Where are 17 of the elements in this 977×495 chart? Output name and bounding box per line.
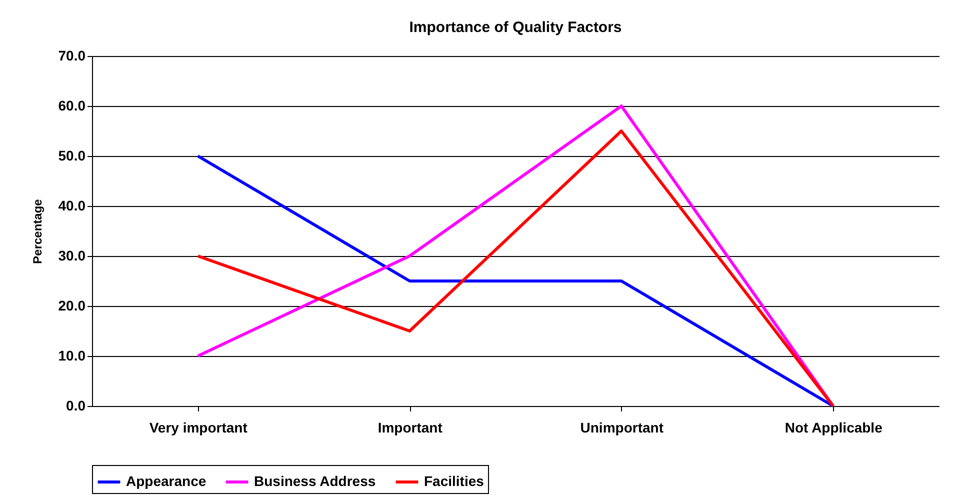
legend-label: Facilities	[424, 473, 484, 489]
y-tick-label: 50.0	[58, 148, 86, 164]
y-tick-label: 10.0	[58, 348, 86, 364]
y-tick-label: 60.0	[58, 98, 86, 114]
legend-label: Appearance	[126, 473, 206, 489]
x-tick-label: Important	[378, 420, 443, 436]
chart-title: Importance of Quality Factors	[409, 19, 622, 36]
y-tick-label: 30.0	[58, 248, 86, 264]
y-tick-label: 20.0	[58, 298, 86, 314]
x-tick-label: Unimportant	[580, 420, 664, 436]
y-tick-label: 70.0	[58, 48, 86, 64]
x-tick-label: Not Applicable	[784, 420, 883, 436]
y-axis-title: Percentage	[30, 198, 44, 264]
y-tick-label: 0.0	[66, 398, 86, 414]
y-tick-label: 40.0	[58, 198, 86, 214]
x-tick-label: Very important	[149, 420, 248, 436]
legend-label: Business Address	[254, 473, 376, 489]
